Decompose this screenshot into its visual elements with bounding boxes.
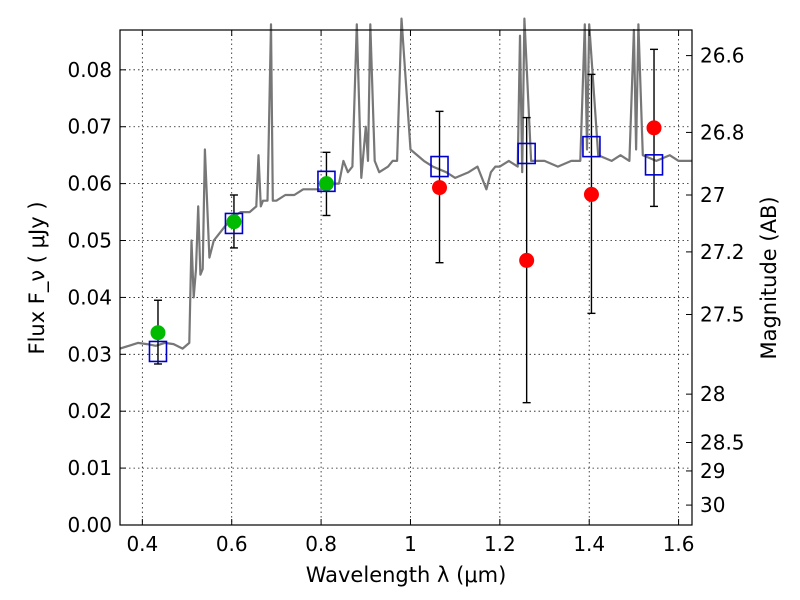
model-flux-square (582, 135, 601, 158)
magnitude-tick-label: 27 (700, 183, 725, 207)
detected-flux-point (318, 176, 334, 192)
y-tick-label: 0.01 (67, 456, 112, 480)
detected-flux-point (226, 214, 242, 230)
model-flux-square (430, 155, 449, 178)
right-axis-label: Magnitude (AB) (757, 196, 781, 359)
model-flux-square (644, 154, 664, 176)
x-tick-label: 1 (404, 532, 417, 556)
x-axis-label: Wavelength λ (μm) (306, 563, 507, 587)
magnitude-tick-label: 26.8 (700, 120, 745, 144)
magnitude-tick-label: 27.2 (700, 240, 745, 264)
magnitude-tick-label: 28.5 (700, 431, 745, 455)
model-spectrum (119, 17, 692, 350)
upper-limit-flux-point (432, 180, 448, 196)
grid-lines (120, 30, 692, 526)
y-tick-label: 0.00 (67, 513, 112, 537)
y-tick-label: 0.06 (67, 172, 112, 196)
y-axis-label: Flux F_ν ( μJy ) (25, 201, 50, 354)
y-tick-label: 0.07 (67, 115, 112, 139)
upper-limit-flux-point (519, 252, 535, 268)
y-tick-label: 0.03 (67, 342, 112, 366)
magnitude-tick-label: 26.6 (700, 44, 745, 68)
magnitude-tick-label: 29 (700, 459, 725, 483)
x-tick-label: 0.8 (305, 532, 337, 556)
magnitude-tick-label: 27.5 (700, 302, 745, 326)
plot-frame (119, 29, 693, 526)
data-points (148, 48, 664, 404)
x-tick-label: 1.2 (484, 532, 516, 556)
x-tick-label: 0.4 (126, 532, 158, 556)
x-tick-label: 1.6 (663, 532, 695, 556)
y-tick-label: 0.05 (67, 229, 112, 253)
model-flux-square (148, 340, 168, 363)
spectrum-line (119, 17, 692, 350)
detected-flux-point (150, 325, 166, 341)
model-flux-square (317, 170, 336, 193)
model-flux-square (517, 142, 536, 165)
upper-limit-flux-point (583, 186, 599, 202)
y-tick-label: 0.08 (67, 58, 112, 82)
right-axis-ticks: 26.6 26.8 27 27.2 27.5 28 28.5 29 30 (686, 44, 745, 517)
magnitude-tick-label: 30 (700, 493, 725, 517)
y-tick-label: 0.04 (67, 285, 112, 309)
x-tick-label: 1.4 (573, 532, 605, 556)
model-flux-square (224, 212, 244, 235)
magnitude-tick-label: 28 (700, 382, 725, 406)
y-tick-label: 0.02 (67, 399, 112, 423)
y-axis-ticks: 0.00 0.01 0.02 0.03 0.04 0.05 0.06 0.07 0.08 (67, 58, 126, 537)
upper-limit-flux-point (646, 120, 662, 136)
x-tick-label: 0.6 (216, 532, 248, 556)
x-axis-ticks: 0.4 0.6 0.8 1 1.2 1.4 1.6 (126, 30, 695, 556)
